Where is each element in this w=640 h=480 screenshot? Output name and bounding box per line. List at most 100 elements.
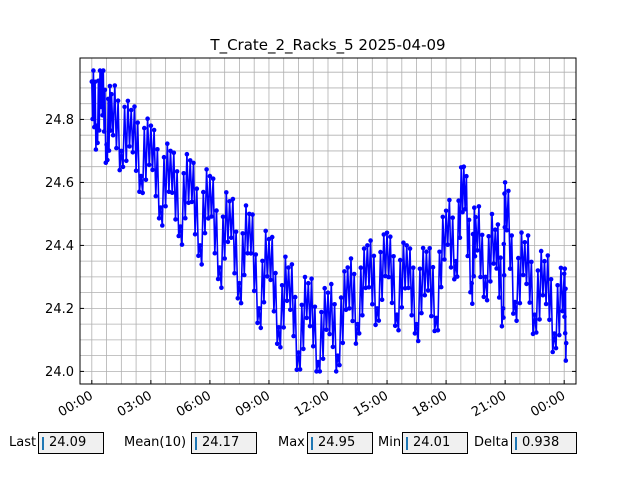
data-point	[407, 246, 413, 251]
data-point	[245, 251, 250, 256]
data-point	[276, 325, 282, 330]
data-point	[101, 68, 106, 73]
data-point	[106, 148, 112, 153]
data-point	[516, 255, 521, 261]
x-tick-label: 09:00	[233, 388, 273, 420]
data-point	[250, 212, 255, 217]
data-point	[356, 331, 362, 336]
chart-title: T_Crate_2_Racks_5 2025-04-09	[209, 36, 445, 55]
data-point	[409, 313, 415, 318]
data-point	[430, 264, 436, 270]
data-point	[199, 262, 204, 267]
min-value-field[interactable]: 24.01	[402, 432, 468, 454]
data-point	[128, 107, 134, 113]
data-point	[460, 209, 465, 215]
data-point	[500, 306, 506, 311]
data-point	[161, 154, 167, 160]
data-point	[486, 234, 492, 239]
data-point	[322, 285, 328, 291]
data-point	[437, 249, 442, 255]
data-point	[273, 270, 278, 276]
data-point	[315, 359, 321, 365]
data-point	[104, 142, 109, 147]
data-point	[563, 358, 569, 363]
x-axis: 00:00 03:00 06:00 09:00 12:00 15:00 18:00 21:00…	[56, 380, 568, 420]
data-point	[102, 87, 108, 93]
data-point	[415, 338, 421, 344]
delta-value-field[interactable]: 0.938	[511, 432, 577, 454]
data-point	[562, 266, 568, 272]
data-point	[501, 315, 506, 320]
data-point	[456, 198, 461, 203]
data-point	[227, 199, 232, 204]
data-point	[261, 299, 267, 305]
data-point	[251, 288, 257, 294]
data-point	[306, 280, 311, 286]
data-point	[132, 104, 137, 109]
data-point	[153, 193, 159, 199]
data-point	[243, 203, 249, 208]
data-point	[481, 294, 487, 300]
max-value-field[interactable]: 24.95	[307, 432, 373, 454]
data-point	[187, 158, 193, 163]
x-tick-label: 03:00	[115, 388, 155, 420]
data-point	[414, 321, 419, 327]
data-point	[230, 196, 236, 202]
data-point	[483, 274, 488, 280]
data-point	[384, 230, 390, 236]
mean-value-field[interactable]: 24.17	[191, 432, 257, 454]
data-point	[309, 276, 314, 282]
data-point	[494, 266, 499, 271]
data-point	[520, 272, 526, 278]
data-point	[524, 281, 529, 287]
data-point	[90, 116, 95, 122]
data-point	[561, 271, 567, 277]
data-point	[291, 333, 296, 339]
data-point	[462, 206, 468, 212]
data-point	[283, 254, 288, 260]
data-point	[120, 164, 126, 170]
data-point	[420, 245, 426, 251]
data-point	[370, 301, 375, 307]
data-point	[146, 162, 152, 168]
data-point	[310, 344, 316, 349]
data-point	[466, 217, 472, 223]
data-point	[286, 265, 291, 270]
min-label: Min	[378, 435, 402, 450]
data-point	[366, 285, 372, 290]
data-point	[224, 190, 229, 195]
last-label: Last	[9, 435, 37, 450]
data-point	[302, 274, 308, 280]
data-point	[399, 305, 405, 310]
data-point	[453, 258, 459, 264]
data-point	[258, 325, 264, 331]
data-point	[553, 345, 559, 351]
data-point	[438, 284, 444, 290]
data-point	[189, 199, 195, 205]
data-point	[374, 306, 380, 311]
data-point	[325, 290, 331, 296]
last-value-field[interactable]: 24.09	[38, 432, 104, 454]
data-series	[89, 68, 569, 374]
data-point	[94, 123, 99, 128]
data-point	[501, 241, 507, 247]
data-point	[296, 350, 301, 355]
data-point	[434, 315, 439, 321]
data-point	[312, 304, 318, 310]
data-point	[124, 158, 129, 164]
data-point	[222, 256, 227, 261]
data-point	[255, 320, 260, 326]
data-point	[202, 230, 208, 236]
data-point	[109, 91, 114, 97]
data-point	[204, 167, 209, 172]
data-point	[330, 344, 336, 350]
data-point	[496, 295, 502, 300]
data-point	[517, 300, 523, 306]
y-tick-label: 24.0	[45, 365, 74, 380]
data-point	[388, 234, 393, 239]
data-point	[184, 151, 190, 157]
data-point	[509, 233, 514, 238]
data-point	[156, 216, 162, 221]
data-point	[535, 268, 541, 273]
data-point	[465, 253, 471, 259]
